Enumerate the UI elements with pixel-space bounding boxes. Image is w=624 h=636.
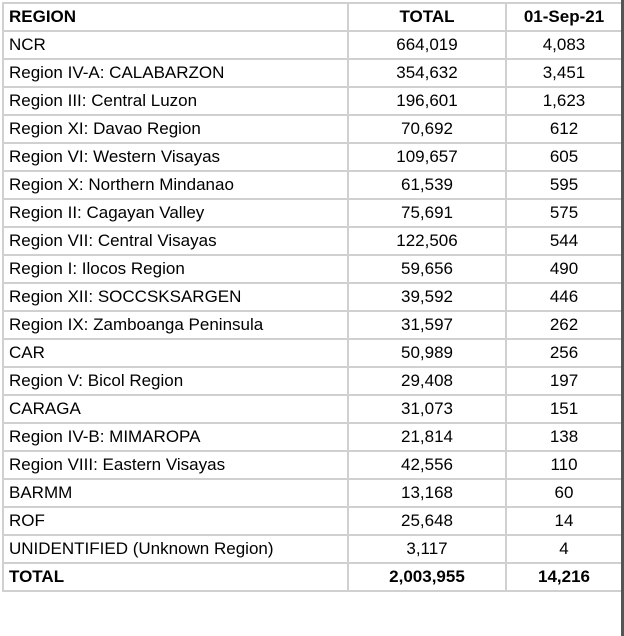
cell-date: 575 [505, 198, 623, 228]
cell-region: Region XII: SOCCSKSARGEN [2, 282, 349, 312]
cell-date: 138 [505, 422, 623, 452]
cell-total: 664,019 [347, 30, 507, 60]
cell-region: Region V: Bicol Region [2, 366, 349, 396]
table-row: UNIDENTIFIED (Unknown Region) 3,117 4 [2, 534, 623, 564]
cell-total: 50,989 [347, 338, 507, 368]
cell-date: 14,216 [505, 562, 623, 592]
cell-region: Region XI: Davao Region [2, 114, 349, 144]
cell-date: 544 [505, 226, 623, 256]
table-row: Region IV-A: CALABARZON 354,632 3,451 [2, 58, 623, 88]
cell-total: 2,003,955 [347, 562, 507, 592]
cell-region: BARMM [2, 478, 349, 508]
table-row: CARAGA 31,073 151 [2, 394, 623, 424]
header-region: REGION [2, 2, 349, 32]
cell-total: 70,692 [347, 114, 507, 144]
header-row: REGION TOTAL 01-Sep-21 [2, 2, 623, 32]
table-row: Region XII: SOCCSKSARGEN 39,592 446 [2, 282, 623, 312]
cell-region: Region IX: Zamboanga Peninsula [2, 310, 349, 340]
table-row: Region VII: Central Visayas 122,506 544 [2, 226, 623, 256]
table-row: Region III: Central Luzon 196,601 1,623 [2, 86, 623, 116]
table-row: CAR 50,989 256 [2, 338, 623, 368]
table-row: Region VIII: Eastern Visayas 42,556 110 [2, 450, 623, 480]
table-row: Region IV-B: MIMAROPA 21,814 138 [2, 422, 623, 452]
table-row: BARMM 13,168 60 [2, 478, 623, 508]
table-row: Region VI: Western Visayas 109,657 605 [2, 142, 623, 172]
cell-region: UNIDENTIFIED (Unknown Region) [2, 534, 349, 564]
cell-date: 1,623 [505, 86, 623, 116]
cell-date: 446 [505, 282, 623, 312]
header-total: TOTAL [347, 2, 507, 32]
cell-total: 29,408 [347, 366, 507, 396]
cell-region: TOTAL [2, 562, 349, 592]
cell-total: 25,648 [347, 506, 507, 536]
header-date: 01-Sep-21 [505, 2, 623, 32]
cell-region: Region IV-A: CALABARZON [2, 58, 349, 88]
table-row: NCR 664,019 4,083 [2, 30, 623, 60]
cell-region: ROF [2, 506, 349, 536]
cell-date: 612 [505, 114, 623, 144]
cell-region: Region VII: Central Visayas [2, 226, 349, 256]
right-border [621, 0, 624, 636]
cell-region: Region IV-B: MIMAROPA [2, 422, 349, 452]
cell-total: 13,168 [347, 478, 507, 508]
cell-total: 122,506 [347, 226, 507, 256]
cell-total: 21,814 [347, 422, 507, 452]
cell-date: 605 [505, 142, 623, 172]
table-row: Region II: Cagayan Valley 75,691 575 [2, 198, 623, 228]
cell-total: 61,539 [347, 170, 507, 200]
cell-total: 3,117 [347, 534, 507, 564]
region-cases-table: REGION TOTAL 01-Sep-21 NCR 664,019 4,083 Re… [2, 2, 623, 592]
total-row: TOTAL 2,003,955 14,216 [2, 562, 623, 592]
cell-region: CARAGA [2, 394, 349, 424]
cell-total: 354,632 [347, 58, 507, 88]
table-row: Region I: Ilocos Region 59,656 490 [2, 254, 623, 284]
cell-total: 196,601 [347, 86, 507, 116]
cell-date: 60 [505, 478, 623, 508]
table-row: Region X: Northern Mindanao 61,539 595 [2, 170, 623, 200]
cell-date: 3,451 [505, 58, 623, 88]
cell-total: 39,592 [347, 282, 507, 312]
cell-date: 595 [505, 170, 623, 200]
cell-date: 110 [505, 450, 623, 480]
cell-total: 31,073 [347, 394, 507, 424]
cell-total: 109,657 [347, 142, 507, 172]
cell-region: Region X: Northern Mindanao [2, 170, 349, 200]
cell-date: 14 [505, 506, 623, 536]
cell-date: 197 [505, 366, 623, 396]
table-row: Region IX: Zamboanga Peninsula 31,597 262 [2, 310, 623, 340]
cell-date: 4 [505, 534, 623, 564]
cell-total: 31,597 [347, 310, 507, 340]
cell-total: 42,556 [347, 450, 507, 480]
cell-date: 256 [505, 338, 623, 368]
cell-date: 151 [505, 394, 623, 424]
cell-total: 59,656 [347, 254, 507, 284]
cell-region: Region III: Central Luzon [2, 86, 349, 116]
cell-region: Region VIII: Eastern Visayas [2, 450, 349, 480]
cell-region: Region VI: Western Visayas [2, 142, 349, 172]
cell-date: 4,083 [505, 30, 623, 60]
cell-date: 490 [505, 254, 623, 284]
table-row: ROF 25,648 14 [2, 506, 623, 536]
cell-region: NCR [2, 30, 349, 60]
cell-region: CAR [2, 338, 349, 368]
cell-region: Region I: Ilocos Region [2, 254, 349, 284]
cell-region: Region II: Cagayan Valley [2, 198, 349, 228]
cell-date: 262 [505, 310, 623, 340]
table-row: Region XI: Davao Region 70,692 612 [2, 114, 623, 144]
table-row: Region V: Bicol Region 29,408 197 [2, 366, 623, 396]
cell-total: 75,691 [347, 198, 507, 228]
